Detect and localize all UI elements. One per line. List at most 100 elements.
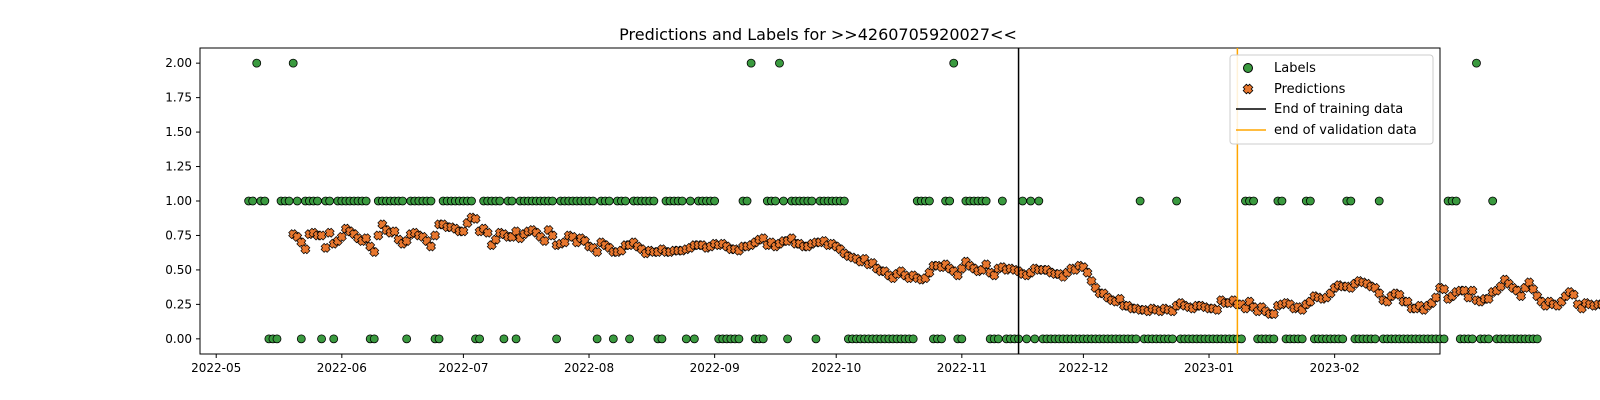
prediction-point bbox=[316, 230, 327, 241]
label-point bbox=[981, 196, 991, 206]
label-point bbox=[771, 196, 780, 206]
label-point bbox=[588, 196, 598, 206]
label-point bbox=[552, 334, 562, 344]
legend-entry-end-of-training: End of training data bbox=[1236, 102, 1403, 117]
label-point bbox=[1374, 196, 1384, 206]
label-point bbox=[1172, 196, 1182, 206]
label-point bbox=[1026, 196, 1036, 206]
label-point bbox=[1532, 334, 1542, 344]
predictions-series bbox=[288, 212, 1600, 320]
legend-training-text: End of training data bbox=[1274, 102, 1403, 117]
y-tick-label: 0.25 bbox=[165, 297, 192, 311]
y-tick-label: 1.75 bbox=[165, 91, 192, 105]
prediction-point bbox=[1212, 304, 1223, 315]
prediction-point bbox=[369, 247, 380, 257]
label-point bbox=[499, 334, 509, 344]
prediction-point bbox=[389, 226, 400, 237]
label-point bbox=[685, 196, 695, 206]
chart-title: Predictions and Labels for >>42607059200… bbox=[619, 25, 1017, 44]
label-point bbox=[1237, 334, 1246, 344]
prediction-point bbox=[547, 230, 558, 241]
legend-predictions-text: Predictions bbox=[1274, 82, 1346, 97]
prediction-point bbox=[336, 231, 347, 242]
label-point bbox=[949, 58, 959, 68]
y-tick-label: 1.00 bbox=[165, 194, 192, 208]
legend-labels-marker bbox=[1243, 63, 1253, 73]
label-point bbox=[775, 58, 784, 68]
label-point bbox=[1297, 334, 1307, 344]
label-point bbox=[1488, 196, 1498, 206]
label-point bbox=[937, 334, 946, 344]
legend-labels-text: Labels bbox=[1274, 61, 1316, 76]
label-point bbox=[467, 196, 476, 206]
label-point bbox=[272, 334, 282, 344]
label-point bbox=[945, 196, 955, 206]
label-point bbox=[957, 334, 967, 344]
x-tick-label: 2022-05 bbox=[191, 361, 241, 375]
label-point bbox=[681, 334, 691, 344]
label-point bbox=[1484, 334, 1494, 344]
prediction-point bbox=[1439, 284, 1450, 295]
y-tick-label: 0.50 bbox=[165, 263, 192, 277]
label-point bbox=[1451, 196, 1461, 206]
prediction-point bbox=[425, 241, 436, 252]
prediction-point bbox=[373, 230, 384, 241]
label-point bbox=[252, 58, 262, 68]
prediction-point bbox=[1268, 309, 1279, 320]
label-point bbox=[604, 196, 614, 206]
x-tick-label: 2023-01 bbox=[1184, 361, 1234, 375]
label-point bbox=[1472, 58, 1481, 68]
label-point bbox=[1135, 196, 1145, 206]
label-point bbox=[839, 196, 849, 206]
label-point bbox=[608, 334, 618, 344]
y-tick-label: 1.50 bbox=[165, 125, 192, 139]
label-point bbox=[1168, 334, 1177, 344]
y-tick-label: 0.75 bbox=[165, 228, 192, 242]
legend: Labels Predictions End of training data … bbox=[1229, 54, 1434, 145]
legend-entry-labels: Labels bbox=[1243, 61, 1316, 76]
label-point bbox=[369, 334, 379, 344]
x-tick-label: 2022-10 bbox=[811, 361, 861, 375]
label-point bbox=[248, 196, 258, 206]
label-point bbox=[993, 334, 1003, 344]
label-point bbox=[296, 334, 306, 344]
label-point bbox=[997, 196, 1007, 206]
label-point bbox=[402, 334, 412, 344]
prediction-point bbox=[470, 213, 481, 224]
prediction-point bbox=[458, 226, 469, 237]
label-point bbox=[548, 196, 557, 206]
prediction-point bbox=[1568, 289, 1579, 300]
x-tick-label: 2022-07 bbox=[438, 361, 488, 375]
label-point bbox=[779, 196, 788, 206]
label-point bbox=[625, 334, 634, 344]
label-point bbox=[1249, 196, 1258, 206]
prediction-point bbox=[592, 247, 603, 257]
prediction-point bbox=[539, 235, 550, 246]
label-point bbox=[1277, 196, 1287, 206]
prediction-point bbox=[1516, 291, 1527, 302]
y-tick-label: 0.00 bbox=[165, 332, 192, 346]
prediction-point bbox=[482, 227, 493, 238]
legend-box bbox=[1229, 54, 1434, 145]
x-tick-label: 2022-12 bbox=[1058, 361, 1108, 375]
label-point bbox=[495, 196, 505, 206]
label-point bbox=[292, 196, 302, 206]
label-point bbox=[313, 196, 322, 206]
label-point bbox=[329, 334, 339, 344]
prediction-point bbox=[361, 233, 372, 244]
label-point bbox=[260, 196, 270, 206]
label-point bbox=[621, 196, 630, 206]
label-point bbox=[475, 334, 485, 344]
label-point bbox=[1034, 196, 1044, 206]
label-point bbox=[758, 334, 768, 344]
legend-entry-predictions: Predictions bbox=[1242, 82, 1346, 97]
prediction-point bbox=[1467, 285, 1478, 296]
label-point bbox=[1131, 334, 1141, 344]
label-point bbox=[657, 334, 667, 344]
y-tick-label: 2.00 bbox=[165, 56, 192, 70]
legend-entry-end-of-validation: end of validation data bbox=[1236, 123, 1417, 138]
label-point bbox=[325, 196, 335, 206]
label-point bbox=[649, 196, 659, 206]
label-point bbox=[1346, 196, 1356, 206]
